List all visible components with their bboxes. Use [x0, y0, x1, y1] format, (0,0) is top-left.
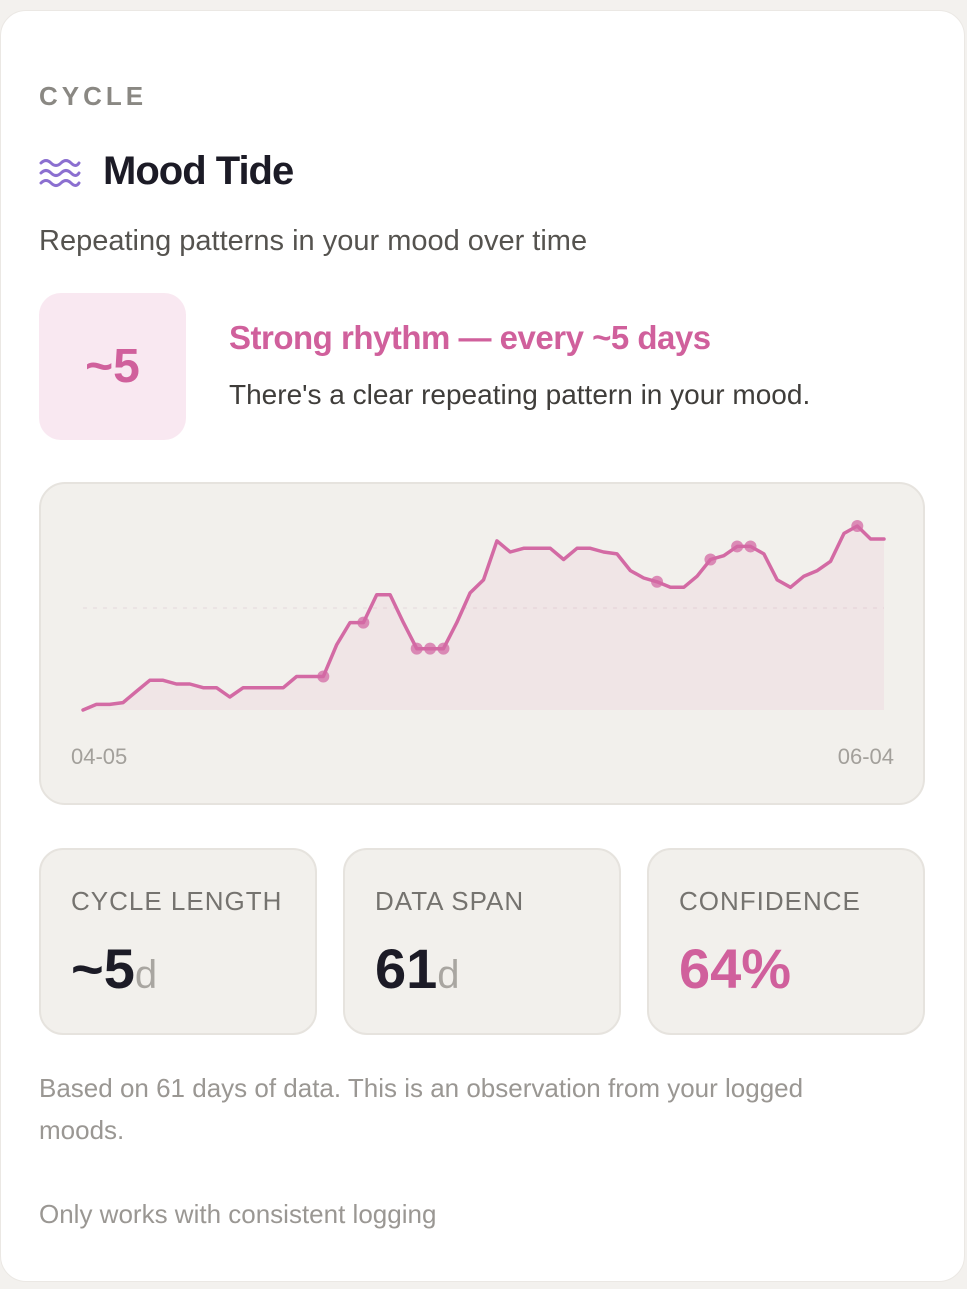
mood-marker — [437, 642, 450, 655]
stat-unit: d — [134, 953, 158, 997]
chart-panel: 04-05 06-04 — [39, 482, 925, 805]
mood-marker — [317, 670, 330, 683]
stat-label: CONFIDENCE — [679, 886, 861, 916]
stat-card: DATA SPAN 61d — [343, 848, 621, 1035]
footnote: Only works with consistent logging — [39, 1199, 437, 1229]
stat-value: ~5d — [71, 936, 157, 1001]
mood-marker — [851, 520, 864, 532]
area — [83, 526, 884, 710]
card: CYCLE Mood Tide Repeating patterns in yo… — [0, 10, 965, 1282]
stat-number: 61 — [375, 937, 438, 1000]
x-tick-label: 06-04 — [838, 744, 894, 769]
wave-icon — [39, 159, 81, 187]
mood-marker — [744, 540, 757, 553]
mood-marker — [357, 616, 370, 629]
mood-marker — [731, 540, 744, 553]
stat-value: 61d — [375, 936, 460, 1001]
title: Mood Tide — [103, 149, 294, 193]
stat-number: 64% — [679, 937, 792, 1000]
mood-marker — [410, 642, 423, 655]
stat-number: ~5 — [71, 937, 135, 1000]
footnote: Based on 61 days of data. This is an obs… — [39, 1073, 804, 1145]
x-tick-label: 04-05 — [71, 744, 127, 769]
stat-card: CONFIDENCE 64% — [647, 848, 925, 1035]
stat-unit: d — [437, 953, 460, 997]
stat-value: 64% — [679, 936, 791, 1001]
mood-marker — [704, 553, 717, 566]
rhythm-badge: ~5 — [39, 293, 186, 440]
mood-marker — [424, 642, 437, 655]
subtitle: Repeating patterns in your mood over tim… — [39, 225, 588, 257]
rhythm-headline: Strong rhythm — every ~5 days — [229, 319, 711, 356]
chart: 04-05 06-04 — [71, 520, 894, 769]
eyebrow: CYCLE — [39, 81, 148, 111]
mood-marker — [651, 575, 664, 588]
stat-card: CYCLE LENGTH ~5d — [39, 848, 317, 1035]
stat-label: CYCLE LENGTH — [71, 886, 283, 916]
stat-label: DATA SPAN — [375, 886, 525, 916]
rhythm-description: There's a clear repeating pattern in you… — [229, 379, 811, 410]
